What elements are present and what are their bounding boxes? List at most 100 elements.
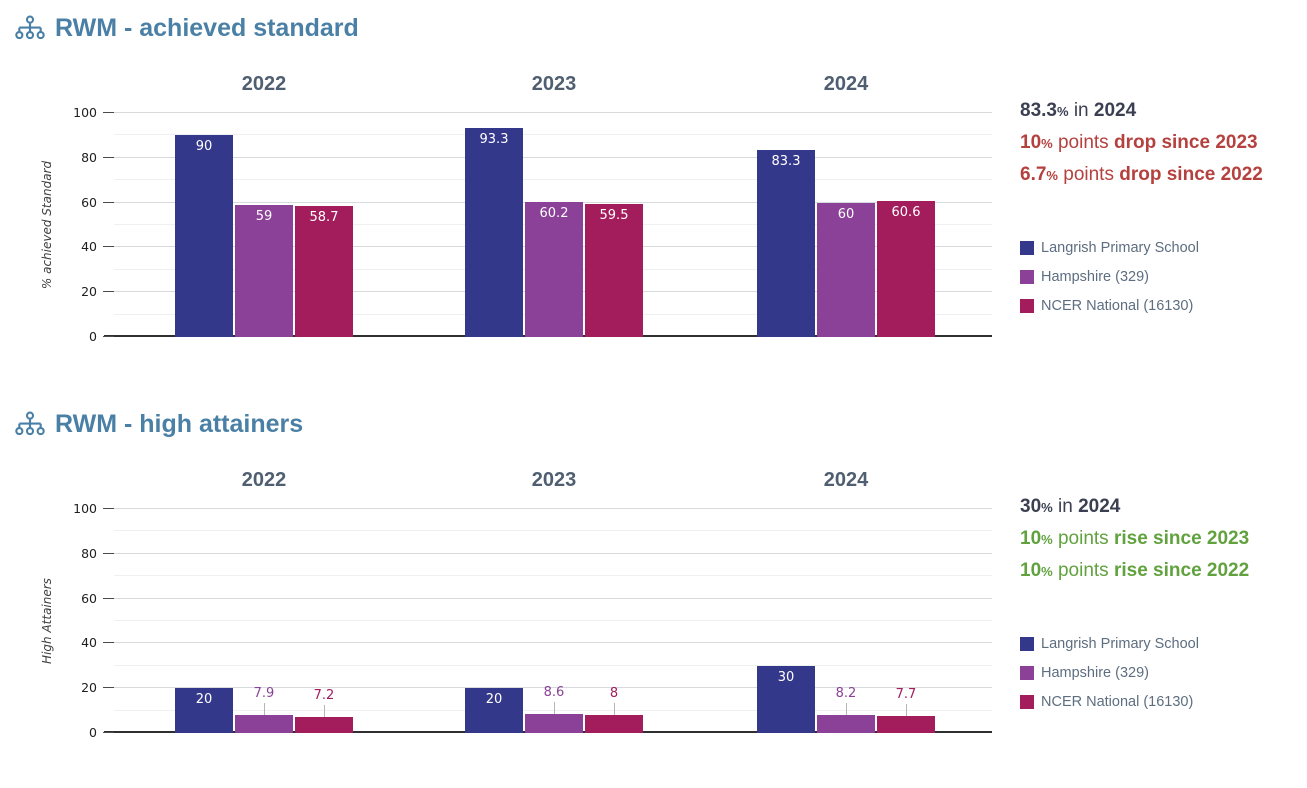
bar-2024-series0[interactable] <box>757 150 815 337</box>
percent-sign: % <box>1046 168 1058 183</box>
gridline <box>114 687 992 689</box>
gridline <box>114 201 992 203</box>
chart-section-high-attainers: RWM - high attainers 2022 2023 2024 High… <box>0 396 1307 788</box>
bar-2022-series1[interactable] <box>235 204 293 337</box>
bar-value-label: 93.3 <box>479 132 509 148</box>
summary-value: 10 <box>1020 528 1042 549</box>
legend-swatch <box>1020 240 1034 255</box>
chart-title: RWM - achieved standard <box>55 14 359 42</box>
gridline <box>114 134 992 136</box>
gridline <box>114 552 992 554</box>
legend-swatch <box>1020 665 1034 680</box>
legend-label: Hampshire (329) <box>1041 664 1149 681</box>
bar-value-label: 20 <box>195 692 213 708</box>
y-tick-mark <box>103 597 114 599</box>
bar-2022-series2[interactable] <box>295 205 353 337</box>
label-leader-line <box>906 703 907 716</box>
bar-value-label: 60 <box>837 206 855 222</box>
percent-sign: % <box>1056 104 1069 119</box>
bar-2023-series0[interactable] <box>465 128 523 337</box>
percent-sign: % <box>1041 136 1053 151</box>
legend-item: Langrish Primary School <box>1020 629 1305 658</box>
bar-value-label: 30 <box>777 669 795 685</box>
summary-tail: rise since 2023 <box>1113 528 1250 549</box>
y-tick-label: 20 <box>81 680 97 696</box>
bar-2022-series0[interactable] <box>175 135 233 337</box>
y-tick-label: 20 <box>81 284 97 300</box>
summary-mid: points <box>1052 528 1114 549</box>
gridline <box>114 508 992 509</box>
bar-value-label: 8 <box>609 686 619 702</box>
legend-item: Langrish Primary School <box>1020 233 1305 262</box>
bar-2023-series2[interactable] <box>585 203 643 337</box>
y-tick-label: 60 <box>81 194 97 210</box>
legend-label: Langrish Primary School <box>1041 635 1199 652</box>
y-tick-label: 0 <box>89 725 97 740</box>
legend-item: NCER National (16130) <box>1020 291 1305 320</box>
year-label: 2022 <box>241 73 287 95</box>
y-tick-label: 80 <box>81 545 97 561</box>
legend-item: NCER National (16130) <box>1020 687 1305 716</box>
bar-2023-series1[interactable] <box>525 713 583 733</box>
y-axis-title: High Attainers <box>40 578 54 664</box>
gridline <box>114 620 992 621</box>
bar-2024-series2[interactable] <box>877 201 935 337</box>
summary-value: 83.3 <box>1020 100 1057 121</box>
gridline <box>114 575 992 577</box>
y-tick-mark <box>103 642 114 644</box>
bar-2024-series2[interactable] <box>877 715 935 733</box>
percent-sign: % <box>1041 532 1053 547</box>
bar-2023-series1[interactable] <box>525 202 583 337</box>
summary-block: 83.3% in 2024 10% points drop since 2023… <box>1020 95 1305 191</box>
y-tick-mark <box>103 112 114 113</box>
summary-line: 6.7% points drop since 2022 <box>1020 159 1305 191</box>
summary-mid: points <box>1057 164 1120 185</box>
bar-2022-series1[interactable] <box>235 715 293 733</box>
summary-line: 10% points drop since 2023 <box>1020 127 1305 159</box>
y-tick-mark <box>103 336 114 337</box>
summary-line: 83.3% in 2024 <box>1020 95 1305 127</box>
y-tick-mark <box>103 156 114 158</box>
y-axis-title: % achieved Standard <box>40 160 54 290</box>
bar-value-label: 83.3 <box>771 154 801 170</box>
summary-mid: points <box>1052 560 1114 581</box>
label-leader-line <box>846 702 847 715</box>
plot-area: 0 20 40 60 80 100 20 20 30 7.9 8.6 8.2 7.2 8 7.7 <box>73 501 992 740</box>
bar-value-label: 59.5 <box>599 207 629 223</box>
label-leader-line <box>554 701 555 714</box>
bar-2024-series1[interactable] <box>817 202 875 337</box>
bar-value-label: 90 <box>195 139 213 155</box>
legend-label: Langrish Primary School <box>1041 239 1199 256</box>
percent-sign: % <box>1041 564 1053 579</box>
legend-label: NCER National (16130) <box>1041 693 1194 710</box>
bar-2023-series2[interactable] <box>585 715 643 733</box>
summary-tail: 2024 <box>1093 100 1137 121</box>
bar-2023-series0[interactable] <box>465 688 523 733</box>
summary-tail: rise since 2022 <box>1113 560 1250 581</box>
bar-2024-series1[interactable] <box>817 714 875 733</box>
percent-sign: % <box>1041 500 1053 515</box>
legend-item: Hampshire (329) <box>1020 658 1305 687</box>
y-tick-mark <box>103 291 114 293</box>
legend-swatch <box>1020 298 1034 313</box>
bar-value-label: 20 <box>485 692 503 708</box>
gridline <box>114 179 992 181</box>
y-tick-mark <box>103 508 114 509</box>
gridline <box>114 156 992 158</box>
summary-block: 30% in 2024 10% points rise since 2023 1… <box>1020 491 1305 587</box>
gridline <box>114 642 992 644</box>
gridline <box>114 597 992 599</box>
y-tick-label: 100 <box>73 501 97 516</box>
bar-2022-series2[interactable] <box>295 716 353 733</box>
x-category-labels: 2022 2023 2024 <box>114 469 992 495</box>
gridline <box>114 112 992 113</box>
bar-2022-series0[interactable] <box>175 688 233 733</box>
bar-value-label: 60.6 <box>891 205 921 221</box>
gridline <box>114 664 992 666</box>
bar-2024-series0[interactable] <box>757 665 815 733</box>
y-tick-mark <box>103 246 114 248</box>
legend: Langrish Primary School Hampshire (329) NC… <box>1020 233 1305 320</box>
summary-line: 10% points rise since 2022 <box>1020 555 1305 587</box>
plot-area: 0 20 40 60 80 100 90 93.3 83.3 59 60.2 60 58.7 59.5 60… <box>73 105 992 344</box>
